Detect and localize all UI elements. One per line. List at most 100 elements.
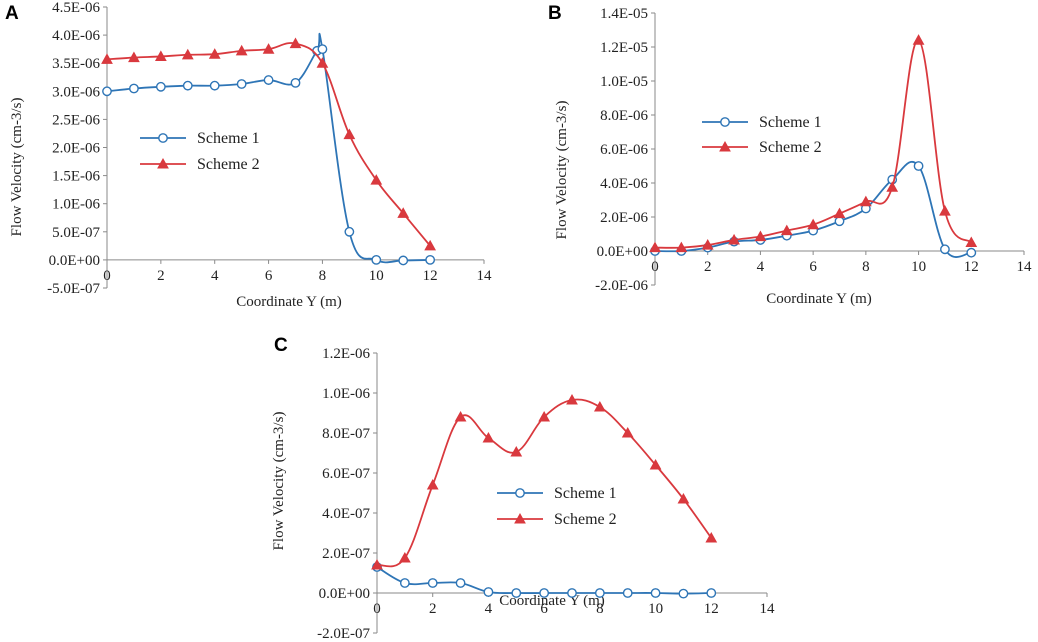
- panel-b-x-tick-label: 12: [964, 259, 979, 275]
- panel-b-axes: -2.0E-06 0.0E+00 2.0E-06 4.0E-06 6.0E-06 8.0E…: [595, 6, 1032, 294]
- panel-a-y-tick-label: 4.5E-06: [52, 0, 100, 16]
- panel-c-series-scheme-2-point: [705, 531, 718, 543]
- panel-c-series-scheme-1-point: [455, 578, 466, 588]
- panel-a-y-tick-label: 1.5E-06: [52, 169, 100, 185]
- panel-b-y-tick-label: -2.0E-06: [595, 278, 648, 294]
- panel-c-series-scheme-1-point: [567, 588, 577, 598]
- panel-c-y-tick-label: 2.0E-07: [322, 546, 370, 562]
- panel-a-y-axis-title: Flow Velocity (cm-3/s): [9, 98, 25, 237]
- panel-c-series-scheme-1-point: [427, 578, 438, 588]
- panel-a-x-tick-label: 4: [211, 268, 219, 284]
- panel-c-axes: -2.0E-07 0.0E+00 2.0E-07 4.0E-07 6.0E-07 8.0E…: [317, 346, 775, 642]
- panel-c-series-scheme-2-point: [621, 426, 634, 438]
- panel-c-series-scheme-1-point: [622, 588, 633, 598]
- panel-a-letter: A: [5, 3, 19, 24]
- panel-b-legend-scheme-1-label: Scheme 1: [759, 114, 822, 131]
- panel-c-series-scheme-1-point: [650, 588, 661, 598]
- panel-a-series-scheme-1-point: [263, 75, 274, 85]
- panel-b-y-tick-label: 0.0E+00: [597, 244, 648, 260]
- panel-c-y-tick-label: 1.2E-06: [322, 346, 370, 362]
- panel-c-y-tick-label: 6.0E-07: [322, 466, 370, 482]
- panel-b-legend-scheme-2-label: Scheme 2: [759, 139, 822, 156]
- panel-a-y-tick-label: 0.0E+00: [49, 253, 100, 269]
- panel-b-x-tick-label: 2: [704, 259, 712, 275]
- panel-c-legend: Scheme 1 Scheme 2: [497, 485, 617, 528]
- panel-a-x-tick-label: 10: [369, 268, 384, 284]
- panel-c-y-axis-title: Flow Velocity (cm-3/s): [271, 412, 287, 551]
- panel-b-series-scheme-2-point: [807, 218, 820, 230]
- panel-c-series-scheme-1-point: [678, 588, 689, 599]
- panel-b-series-scheme-2: [649, 34, 978, 253]
- panel-b-x-tick-label: 14: [1017, 259, 1033, 275]
- panel-b-series-scheme-1-point: [834, 216, 845, 227]
- panel-b-series-scheme-2-point: [675, 241, 688, 253]
- panel-c-y-tick-label: 1.0E-06: [322, 386, 370, 402]
- panel-c-series-scheme-2-point: [454, 410, 467, 422]
- panel-b-series-scheme-1-point: [940, 244, 950, 255]
- panel-a-legend-scheme-2-marker: [157, 157, 169, 169]
- panel-c-series-scheme-2-point: [566, 393, 578, 405]
- panel-b-x-tick-label: 10: [911, 259, 926, 275]
- panel-a-legend-scheme-2: Scheme 2: [140, 156, 260, 173]
- panel-b-y-tick-label: 1.0E-05: [600, 74, 648, 90]
- panel-c-series-scheme-2-point: [677, 492, 690, 504]
- panel-a-y-tick-label: 3.5E-06: [52, 56, 100, 72]
- panel-a-series-scheme-2-point: [397, 207, 410, 218]
- panel-a-series-scheme-1: [102, 32, 436, 266]
- panel-b-series-scheme-2-point: [728, 233, 740, 245]
- panel-a-series-scheme-2: [101, 37, 437, 251]
- panel-b-series-scheme-1: [650, 160, 977, 258]
- panel-c-series-scheme-2-point: [593, 400, 606, 412]
- panel-a-series-scheme-1-point: [129, 83, 139, 94]
- panel-b-series-scheme-2-point: [939, 205, 951, 216]
- panel-b-legend-scheme-1: Scheme 1: [702, 114, 822, 131]
- panel-c-series-scheme-1-point: [511, 588, 522, 598]
- panel-a-x-tick-label: 2: [157, 268, 165, 284]
- panel-b-y-tick-label: 1.2E-05: [600, 40, 648, 56]
- panel-a-legend-scheme-1-marker: [158, 133, 168, 143]
- panel-b-legend: Scheme 1 Scheme 2: [702, 114, 822, 156]
- panel-c-legend-scheme-1: Scheme 1: [497, 485, 617, 502]
- panel-a-series: [101, 32, 437, 266]
- panel-c-series-scheme-2-point: [398, 551, 411, 563]
- panel-c-series-scheme-2-point: [426, 478, 439, 490]
- panel-a-series-scheme-1-line: [106, 32, 431, 264]
- panel-c-x-tick-label: 10: [648, 601, 663, 617]
- panel-c-series: [371, 393, 718, 599]
- panel-b-series-scheme-2-point: [859, 195, 872, 207]
- panel-a-series-scheme-1-point: [236, 79, 247, 89]
- panel-c-series-scheme-2-point: [482, 431, 495, 443]
- panel-c-x-tick-label: 4: [485, 601, 493, 617]
- panel-c-legend-scheme-2-label: Scheme 2: [554, 511, 617, 528]
- panel-c-y-tick-label: 8.0E-07: [322, 426, 370, 442]
- panel-c: C Flow Velocity (cm-3/s) Coordinate Y (m…: [271, 335, 775, 642]
- panel-a-x-tick-label: 6: [265, 268, 273, 284]
- panel-b-series-scheme-2-point: [833, 207, 846, 219]
- panel-b-y-axis-title: Flow Velocity (cm-3/s): [554, 101, 570, 240]
- panel-c-x-tick-label: 6: [540, 601, 548, 617]
- panel-b-letter: B: [548, 3, 562, 24]
- panel-b-x-tick-label: 4: [757, 259, 765, 275]
- panel-c-letter: C: [274, 335, 288, 356]
- panel-a-axes: -5.0E-07 0.0E+00 5.0E-07 1.0E-06 1.5E-06 2.0E…: [47, 0, 492, 297]
- panel-a-series-scheme-2-point: [370, 174, 383, 185]
- panel-c-x-tick-label: 14: [760, 601, 776, 617]
- panel-a-series-scheme-2-point: [262, 43, 275, 54]
- panel-b-x-tick-label: 6: [809, 259, 817, 275]
- panel-b-series: [649, 34, 978, 258]
- panel-c-series-scheme-2-point: [649, 458, 662, 470]
- panel-c-series-scheme-2-point: [371, 558, 383, 570]
- panel-c-y-tick-label: 4.0E-07: [322, 506, 370, 522]
- panel-c-x-tick-label: 2: [429, 601, 437, 617]
- panel-b-x-axis-title: Coordinate Y (m): [766, 291, 872, 307]
- panel-a-series-scheme-1-point: [425, 254, 436, 265]
- panel-a-series-scheme-1-point: [317, 44, 328, 55]
- panel-c-y-tick-label: 0.0E+00: [319, 586, 370, 602]
- panel-a-series-scheme-2-point: [424, 239, 437, 251]
- panel-c-series-scheme-1-point: [594, 588, 605, 598]
- panel-a-legend-scheme-2-label: Scheme 2: [197, 156, 260, 173]
- panel-a-series-scheme-2-point: [181, 48, 194, 60]
- panel-b-y-tick-label: 8.0E-06: [600, 108, 648, 124]
- panel-b-series-scheme-1-point: [966, 247, 977, 258]
